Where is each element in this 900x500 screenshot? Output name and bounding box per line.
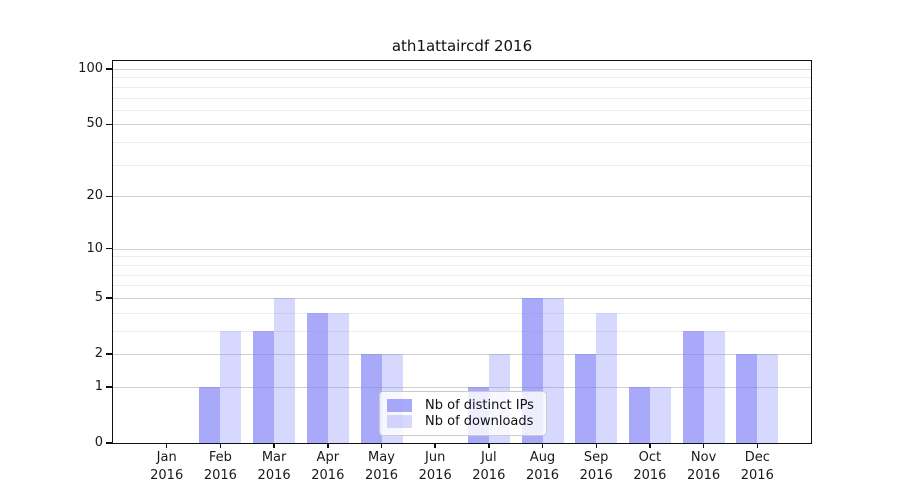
legend-swatch-distinct-ips <box>387 399 412 412</box>
gridline-minor-30 <box>113 164 811 166</box>
gridline-major-1 <box>113 386 811 388</box>
legend-label-distinct-ips: Nb of distinct IPs <box>425 398 534 413</box>
x-axis-tick-label-dec: Dec 2016 <box>740 450 774 483</box>
y-axis-tick-mark-2 <box>106 353 113 355</box>
y-axis-tick-label-20: 20 <box>86 188 103 204</box>
gridline-major-20 <box>113 196 811 198</box>
x-axis-tick-mark-may <box>380 443 383 448</box>
plot-area <box>112 60 812 444</box>
y-axis-tick-mark-100 <box>106 68 113 70</box>
gridline-minor-6 <box>113 285 811 287</box>
gridline-major-10 <box>113 248 811 250</box>
gridline-minor-80 <box>113 86 811 88</box>
gridline-minor-40 <box>113 142 811 144</box>
x-axis-tick-label-may: May 2016 <box>364 450 399 483</box>
x-axis-tick-mark-apr <box>327 443 329 448</box>
gridline-minor-8 <box>113 264 811 266</box>
gridline-major-50 <box>113 124 811 126</box>
x-axis-tick-mark-nov <box>702 443 705 448</box>
legend: Nb of distinct IPs Nb of downloads <box>379 391 547 436</box>
legend-swatch-downloads <box>387 415 412 428</box>
y-axis-tick-mark-1 <box>106 386 113 388</box>
bar-downloads-oct <box>649 386 671 443</box>
bar-downloads-dec <box>757 354 779 443</box>
x-axis-tick-mark-jun <box>434 443 436 448</box>
bar-distinct-ips-apr <box>306 312 328 443</box>
legend-label-downloads: Nb of downloads <box>425 414 534 429</box>
gridline-minor-60 <box>113 109 811 111</box>
x-axis-tick-label-jan: Jan 2016 <box>150 450 184 483</box>
x-axis-tick-label-jun: Jun 2016 <box>418 450 452 483</box>
y-axis-tick-label-2: 2 <box>94 346 103 361</box>
gridline-major-2 <box>113 354 811 355</box>
x-axis-tick-mark-jul <box>488 443 490 448</box>
bar-distinct-ips-oct <box>628 386 650 443</box>
legend-item-distinct-ips: Nb of distinct IPs <box>387 398 538 413</box>
y-axis-tick-mark-10 <box>106 247 113 250</box>
x-axis-tick-mark-aug <box>541 443 544 448</box>
x-axis-tick-label-mar: Mar 2016 <box>257 450 291 483</box>
chart-title: ath1attaircdf 2016 <box>391 37 533 55</box>
y-axis-tick-label-5: 5 <box>94 289 103 305</box>
bar-downloads-mar <box>274 297 296 443</box>
x-axis-tick-mark-feb <box>219 443 222 448</box>
gridline-minor-70 <box>113 97 811 99</box>
y-axis-tick-label-100: 100 <box>78 61 103 76</box>
x-axis-tick-mark-dec <box>756 443 759 448</box>
x-axis-tick-label-jul: Jul 2016 <box>472 450 506 483</box>
x-axis-tick-mark-oct <box>649 443 651 448</box>
gridline-minor-90 <box>113 77 811 79</box>
gridline-major-5 <box>113 297 811 299</box>
y-axis-tick-label-10: 10 <box>86 240 103 256</box>
bar-downloads-aug <box>542 297 564 443</box>
y-axis-tick-mark-5 <box>106 297 113 299</box>
y-axis-tick-mark-20 <box>106 195 113 197</box>
bar-distinct-ips-nov <box>682 330 704 443</box>
bar-downloads-feb <box>220 330 242 443</box>
x-axis-tick-mark-sep <box>595 443 597 448</box>
y-axis-tick-mark-50 <box>106 123 113 126</box>
x-axis-tick-label-nov: Nov 2016 <box>687 450 721 483</box>
gridline-minor-4 <box>113 312 811 314</box>
bar-distinct-ips-mar <box>253 330 275 443</box>
x-axis-tick-mark-jan <box>165 443 168 448</box>
x-axis-tick-label-oct: Oct 2016 <box>633 450 667 483</box>
bar-distinct-ips-sep <box>575 354 597 443</box>
x-axis-tick-label-apr: Apr 2016 <box>311 450 345 483</box>
x-axis-tick-label-feb: Feb 2016 <box>203 450 237 483</box>
gridline-major-100 <box>113 69 811 70</box>
y-axis-tick-mark-0 <box>106 442 113 444</box>
gridline-minor-3 <box>113 330 811 332</box>
bar-downloads-nov <box>703 330 725 443</box>
x-axis-tick-label-aug: Aug 2016 <box>525 450 560 483</box>
bar-distinct-ips-may <box>360 354 382 443</box>
legend-item-downloads: Nb of downloads <box>387 414 538 429</box>
bar-distinct-ips-feb <box>199 386 221 443</box>
y-axis-tick-label-0: 0 <box>94 435 103 450</box>
y-axis-tick-label-50: 50 <box>86 116 103 132</box>
x-axis-tick-label-sep: Sep 2016 <box>579 450 613 483</box>
bar-downloads-apr <box>327 312 349 443</box>
bar-downloads-sep <box>596 312 618 443</box>
x-axis-tick-mark-mar <box>273 443 275 448</box>
bar-distinct-ips-dec <box>736 354 758 443</box>
gridline-minor-9 <box>113 256 811 258</box>
gridline-minor-7 <box>113 274 811 276</box>
y-axis-tick-label-1: 1 <box>94 378 103 394</box>
